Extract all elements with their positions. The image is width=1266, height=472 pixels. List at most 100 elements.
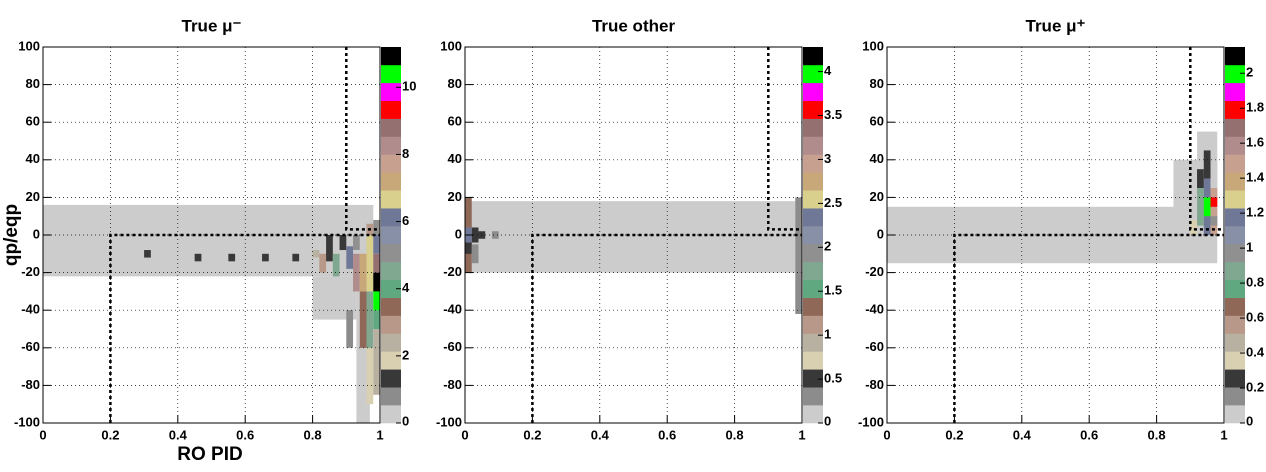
heatmap-cell [373, 219, 380, 235]
colorbar-swatch [1225, 315, 1245, 334]
y-tick-label: -80 [21, 377, 40, 392]
cut-line [345, 47, 380, 231]
colorbar-swatch [381, 47, 401, 66]
colorbar-swatch [803, 261, 823, 281]
heatmap-cell [1190, 219, 1198, 235]
colorbar-swatch [381, 405, 401, 424]
heatmap-cell [373, 291, 380, 311]
colorbar-swatch [1225, 369, 1245, 388]
colorbar-swatch [1225, 297, 1245, 316]
plot-frame [42, 46, 381, 424]
colorbar-tick-label: 0.5 [824, 371, 842, 386]
colorbar-swatch [803, 333, 823, 352]
colorbar-swatch [381, 154, 401, 173]
heatmap-cell [366, 347, 374, 405]
y-tick-label: 20 [26, 189, 40, 204]
y-tick-label: 40 [448, 151, 462, 166]
y-tick-label: -40 [21, 302, 40, 317]
colorbar-tick-label: 2.5 [824, 195, 842, 210]
colorbar-tick-label: 6 [402, 213, 409, 228]
heatmap-cell [326, 235, 333, 262]
x-tick-label: 1 [798, 427, 805, 442]
x-tick-label: 0.4 [169, 427, 188, 442]
x-tick-label: 0 [883, 427, 890, 442]
plot-frame [464, 46, 803, 424]
colorbar-swatch [381, 333, 401, 352]
colorbar-swatch [803, 100, 823, 119]
colorbar-swatch [803, 172, 823, 191]
y-tick-label: 60 [870, 114, 884, 129]
y-tick-label: -20 [443, 264, 462, 279]
y-tick-label: -60 [443, 339, 462, 354]
heatmap-cell [373, 272, 380, 292]
x-tick-label: 0.2 [101, 427, 119, 442]
colorbar-swatch [1225, 190, 1245, 209]
heatmap-cell [373, 310, 380, 329]
colorbar-swatch [803, 118, 823, 137]
heatmap-cell [1210, 188, 1218, 235]
colorbar-swatch [803, 369, 823, 388]
y-tick-label: 20 [448, 189, 462, 204]
y-tick-label: -60 [21, 339, 40, 354]
x-tick-label: 1 [1220, 427, 1227, 442]
colorbar-tick-label: 2 [1246, 65, 1253, 80]
colorbar-tick-label: 3 [824, 151, 831, 166]
colorbar-swatch [1225, 243, 1245, 263]
colorbar-tick-label: 0 [824, 413, 831, 428]
colorbar-swatch [1225, 261, 1245, 281]
colorbar-tick-label: 1.8 [1246, 100, 1264, 115]
colorbar-swatch [1225, 154, 1245, 173]
cut-line [1189, 47, 1224, 231]
heatmap-cell [144, 250, 151, 258]
colorbar-swatch [381, 118, 401, 137]
heatmap-cell [373, 329, 380, 395]
colorbar-swatch [381, 243, 401, 263]
heatmap-cell [312, 250, 320, 258]
colorbar-swatch [381, 82, 401, 102]
y-tick-label: -20 [21, 264, 40, 279]
colorbar-tick-label: 1.6 [1246, 135, 1264, 150]
colorbar-tick-label: 0 [402, 413, 409, 428]
colorbar-swatch [381, 64, 401, 84]
colorbar-swatch [803, 190, 823, 209]
y-tick-label: 60 [26, 114, 40, 129]
y-tick-label: 40 [870, 151, 884, 166]
colorbar-swatch [381, 136, 401, 155]
colorbar-tick-label: 0.4 [1246, 344, 1265, 359]
y-axis-title: qp/eqp [1, 204, 22, 266]
heatmap-cell [1210, 197, 1218, 207]
x-tick-label: 0.6 [1080, 427, 1098, 442]
y-tick-label: -100 [436, 414, 462, 429]
heatmap-cell [887, 206, 1218, 264]
colorbar-swatch [381, 100, 401, 119]
heatmap-cell [373, 253, 380, 273]
heatmap-cell [339, 235, 347, 251]
colorbar-swatch [381, 369, 401, 388]
y-tick-label: 40 [26, 151, 40, 166]
colorbar-swatch [1225, 100, 1245, 119]
colorbar-swatch [381, 226, 401, 245]
colorbar-swatch [381, 315, 401, 334]
cut-line [109, 233, 380, 423]
heatmap-cell [1197, 188, 1204, 226]
colorbar-tick-label: 2 [402, 347, 409, 362]
colorbar-swatch [381, 172, 401, 191]
colorbar-swatch [381, 297, 401, 316]
y-tick-label: 60 [448, 114, 462, 129]
heatmap-cell [465, 242, 472, 254]
x-tick-label: 0.4 [591, 427, 610, 442]
colorbar-swatch [803, 82, 823, 102]
y-tick-label: 0 [877, 226, 884, 241]
x-tick-label: 0.8 [1148, 427, 1166, 442]
colorbar-swatch [803, 405, 823, 424]
colorbar-swatch [803, 279, 823, 298]
heatmap-cell [359, 291, 367, 348]
heatmap-cell [346, 246, 354, 269]
colorbar-swatch [1225, 405, 1245, 424]
x-tick-label: 0.2 [945, 427, 963, 442]
heatmap-cell [366, 235, 374, 292]
heatmap-cell [1197, 169, 1204, 188]
y-tick-label: 100 [18, 38, 40, 53]
colorbar-swatch [381, 387, 401, 406]
